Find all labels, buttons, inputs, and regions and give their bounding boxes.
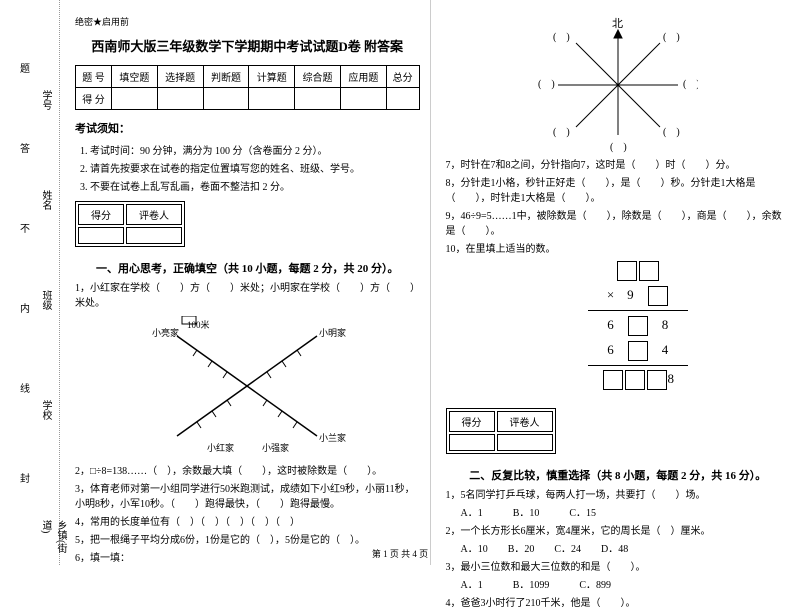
td: 得 分 bbox=[76, 88, 112, 110]
svg-text:( ): ( ) bbox=[553, 32, 570, 43]
th: 计算题 bbox=[249, 66, 295, 88]
svg-text:( ): ( ) bbox=[663, 127, 680, 138]
compass-diagram: 北 ( ) ( ) ( ) ( ) ( ) ( ) ( ) bbox=[538, 15, 698, 155]
direction-diagram: 100米 小明家 小兰家 小亮家 小红家 小强家 bbox=[75, 316, 420, 459]
svg-text:( ): ( ) bbox=[553, 127, 570, 138]
seal-char: 题 bbox=[20, 60, 30, 75]
svg-text:( ): ( ) bbox=[663, 32, 680, 43]
svg-text:( ): ( ) bbox=[610, 142, 627, 153]
scorebox-score: 得分 bbox=[78, 204, 124, 225]
question-10: 10，在里填上适当的数。 bbox=[446, 242, 791, 257]
seal-char: 线 bbox=[20, 380, 30, 395]
left-column: 绝密★启用前 西南师大版三年级数学下学期期中考试试题D卷 附答案 题 号 填空题… bbox=[60, 0, 431, 565]
th: 综合题 bbox=[295, 66, 341, 88]
score-summary-table: 题 号 填空题 选择题 判断题 计算题 综合题 应用题 总分 得 分 bbox=[75, 65, 420, 110]
roads-svg: 100米 小明家 小兰家 小亮家 小红家 小强家 bbox=[147, 316, 347, 456]
exam-title: 西南师大版三年级数学下学期期中考试试题D卷 附答案 bbox=[75, 36, 420, 55]
question-1: 1，小红家在学校（ ）方（ ）米处；小明家在学校（ ）方（ ）米处。 bbox=[75, 281, 420, 311]
s2-question-3: 3，最小三位数和最大三位数的和是（ ）。 bbox=[446, 560, 791, 575]
th: 题 号 bbox=[76, 66, 112, 88]
seal-char: 内 bbox=[20, 300, 30, 315]
th: 选择题 bbox=[157, 66, 203, 88]
section-2-title: 二、反复比较，慎重选择（共 8 小题，每题 2 分，共 16 分）。 bbox=[446, 467, 791, 483]
bind-school: 学校 bbox=[38, 400, 53, 420]
question-7: 7，时针在7和8之间，分针指向7，这时是（ ）时（ ）分。 bbox=[446, 158, 791, 173]
page-footer: 第 1 页 共 4 页 bbox=[0, 547, 800, 560]
s2-question-1: 1，5名同学打乒乓球，每两人打一场，共要打（ ）场。 bbox=[446, 488, 791, 503]
bind-class: 班级 bbox=[38, 290, 53, 310]
notice-list: 考试时间：90 分钟，满分为 100 分（含卷面分 2 分）。 请首先按要求在试… bbox=[75, 142, 420, 193]
seal-char: 答 bbox=[20, 140, 30, 155]
section-1-title: 一、用心思考，正确填空（共 10 小题，每题 2 分，共 20 分）。 bbox=[75, 260, 420, 276]
bind-id: 学号 bbox=[38, 90, 53, 110]
binding-margin: 乡镇(街道) 学校 班级 姓名 学号 封 线 内 不 答 题 bbox=[0, 0, 60, 565]
seal-char: 不 bbox=[20, 220, 30, 235]
list-item: 不要在试卷上乱写乱画，卷面不整洁扣 2 分。 bbox=[90, 178, 420, 193]
svg-text:北: 北 bbox=[612, 17, 623, 30]
th: 判断题 bbox=[203, 66, 249, 88]
notice-title: 考试须知： bbox=[75, 120, 420, 136]
question-2: 2，□÷8=138……（ ），余数最大填（ ），这时被除数是（ ）。 bbox=[75, 464, 420, 479]
question-3: 3，体育老师对第一小组同学进行50米跑测试，成绩如下小红9秒，小丽11秒，小明8… bbox=[75, 482, 420, 512]
s2-q1-options: A．1 B．10 C．15 bbox=[446, 506, 791, 521]
svg-text:小兰家: 小兰家 bbox=[319, 432, 346, 443]
list-item: 考试时间：90 分钟，满分为 100 分（含卷面分 2 分）。 bbox=[90, 142, 420, 157]
svg-text:小强家: 小强家 bbox=[262, 442, 289, 453]
th: 总分 bbox=[386, 66, 419, 88]
right-column: 北 ( ) ( ) ( ) ( ) ( ) ( ) ( ) 7，时针在7和8之间… bbox=[431, 0, 800, 565]
svg-text:( ): ( ) bbox=[538, 79, 555, 90]
th: 填空题 bbox=[111, 66, 157, 88]
multiplication-diagram: × 9 6 8 6 4 8 bbox=[486, 260, 791, 391]
seal-char: 封 bbox=[20, 470, 30, 485]
table-row: 得 分 bbox=[76, 88, 420, 110]
compass-svg: 北 ( ) ( ) ( ) ( ) ( ) ( ) ( ) bbox=[538, 15, 698, 155]
bind-name: 姓名 bbox=[38, 190, 53, 210]
scorebox-grader: 评卷人 bbox=[126, 204, 182, 225]
svg-text:( ): ( ) bbox=[683, 79, 698, 90]
question-4: 4，常用的长度单位有（ ）（ ）（ ）（ ）（ ） bbox=[75, 515, 420, 530]
s2-q3-options: A．1 B．1099 C．899 bbox=[446, 578, 791, 593]
svg-text:小明家: 小明家 bbox=[319, 327, 346, 338]
list-item: 请首先按要求在试卷的指定位置填写您的姓名、班级、学号。 bbox=[90, 160, 420, 175]
question-8: 8，分针走1小格，秒针正好走（ ），是（ ）秒。分针走1大格是（ ），时针走1大… bbox=[446, 176, 791, 206]
s2-question-2: 2，一个长方形长6厘米，宽4厘米，它的周长是（ ）厘米。 bbox=[446, 524, 791, 539]
question-9: 9，46÷9=5……1中，被除数是（ ），除数是（ ），商是（ ），余数是（ ）… bbox=[446, 209, 791, 239]
svg-text:小亮家: 小亮家 bbox=[152, 327, 179, 338]
grader-box-2: 得分评卷人 bbox=[446, 408, 556, 454]
table-row: 题 号 填空题 选择题 判断题 计算题 综合题 应用题 总分 bbox=[76, 66, 420, 88]
th: 应用题 bbox=[340, 66, 386, 88]
question-5: 5，把一根绳子平均分成6份，1份是它的（ ），5份是它的（ ）。 bbox=[75, 533, 420, 548]
svg-text:小红家: 小红家 bbox=[207, 442, 234, 453]
s2-question-4: 4，爸爸3小时行了210千米，他是（ ）。 bbox=[446, 596, 791, 611]
grader-box: 得分评卷人 bbox=[75, 201, 185, 247]
secret-header: 绝密★启用前 bbox=[75, 15, 420, 28]
